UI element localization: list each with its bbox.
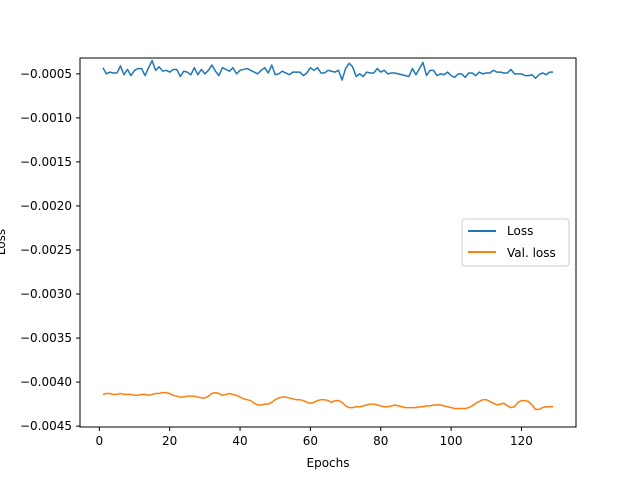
legend-label-loss: Loss — [507, 224, 533, 238]
x-tick-label: 80 — [373, 434, 388, 448]
x-tick-label: 40 — [232, 434, 247, 448]
y-tick-label: −0.0035 — [20, 331, 72, 345]
legend: Loss Val. loss — [461, 218, 570, 267]
x-tick-label: 100 — [440, 434, 463, 448]
y-axis: −0.0005 −0.0010 −0.0015 −0.0020 −0.0025 −0.00… — [20, 67, 80, 433]
y-tick-label: −0.0040 — [20, 375, 72, 389]
y-tick-label: −0.0015 — [20, 155, 72, 169]
series-line-loss — [102, 59, 554, 81]
axes-frame — [79, 57, 577, 428]
x-tick-label: 20 — [162, 434, 177, 448]
y-tick-label: −0.0045 — [20, 419, 72, 433]
series-line-val-loss — [102, 391, 554, 411]
series-layer — [102, 59, 554, 411]
x-tick-label: 60 — [303, 434, 318, 448]
y-tick-label: −0.0025 — [20, 243, 72, 257]
y-tick-label: −0.0005 — [20, 67, 72, 81]
x-tick-label: 120 — [510, 434, 533, 448]
y-tick-label: −0.0020 — [20, 199, 72, 213]
y-tick-label: −0.0010 — [20, 111, 72, 125]
x-axis: 0 20 40 60 80 100 120 — [96, 427, 533, 448]
legend-label-val-loss: Val. loss — [507, 246, 556, 260]
y-axis-label: Loss — [0, 229, 8, 255]
y-tick-label: −0.0030 — [20, 287, 72, 301]
x-axis-label: Epochs — [307, 456, 350, 470]
x-tick-label: 0 — [96, 434, 104, 448]
